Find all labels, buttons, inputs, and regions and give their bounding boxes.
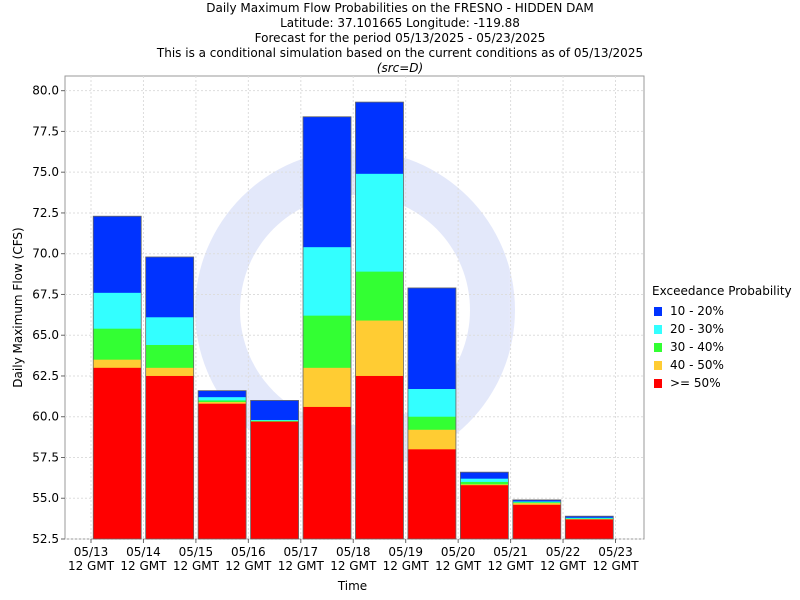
legend-item: >= 50% xyxy=(652,374,792,392)
y-tick-label: 67.5 xyxy=(32,287,59,301)
chart-title: Daily Maximum Flow Probabilities on the … xyxy=(206,1,594,15)
y-tick-label: 60.0 xyxy=(32,410,59,424)
bar-segment xyxy=(355,375,404,539)
x-tick-label-time: 12 GMT xyxy=(330,559,377,573)
legend-label: >= 50% xyxy=(670,376,721,390)
y-axis-label: Daily Maximum Flow (CFS) xyxy=(11,227,25,387)
chart-titles: Daily Maximum Flow Probabilities on the … xyxy=(0,0,800,76)
x-tick-label-date: 05/17 xyxy=(284,545,319,559)
bar-outline xyxy=(197,390,247,540)
x-tick-label-time: 12 GMT xyxy=(540,559,587,573)
legend-label: 40 - 50% xyxy=(670,358,724,372)
y-tick-label: 77.5 xyxy=(32,124,59,138)
x-tick-label-date: 05/16 xyxy=(231,545,266,559)
bar-segment xyxy=(512,504,561,539)
x-tick-label-time: 12 GMT xyxy=(383,559,430,573)
y-tick-label: 65.0 xyxy=(32,328,59,342)
x-tick-label-date: 05/21 xyxy=(493,545,528,559)
bar-outline xyxy=(512,499,562,540)
legend-label: 10 - 20% xyxy=(670,304,724,318)
x-tick-label-date: 05/14 xyxy=(126,545,161,559)
x-tick-label-time: 12 GMT xyxy=(68,559,115,573)
legend-swatch xyxy=(654,306,662,316)
x-tick-label-date: 05/20 xyxy=(441,545,476,559)
bar-outline xyxy=(355,101,404,540)
bar-outline xyxy=(564,515,614,540)
bar-outline xyxy=(407,287,457,540)
x-tick-label-date: 05/19 xyxy=(388,545,423,559)
legend-title: Exceedance Probability xyxy=(652,284,792,298)
legend-label: 20 - 30% xyxy=(670,322,724,336)
y-tick-label: 62.5 xyxy=(32,369,59,383)
bar-segment xyxy=(565,519,614,539)
x-tick-label-date: 05/13 xyxy=(74,545,109,559)
x-tick-label-time: 12 GMT xyxy=(120,559,167,573)
x-tick-label-time: 12 GMT xyxy=(435,559,482,573)
legend-swatch xyxy=(654,378,662,388)
y-tick-label: 57.5 xyxy=(32,450,59,464)
bar-segment xyxy=(145,375,194,539)
legend-item: 10 - 20% xyxy=(652,302,792,320)
bar-outline xyxy=(250,400,299,540)
y-tick-label: 75.0 xyxy=(32,165,59,179)
x-tick-label-date: 05/22 xyxy=(546,545,581,559)
bar-segment xyxy=(250,421,299,539)
legend: Exceedance Probability 10 - 20% 20 - 30% 3… xyxy=(652,284,792,392)
legend-item: 20 - 30% xyxy=(652,320,792,338)
legend-swatch xyxy=(654,360,662,370)
y-tick-label: 52.5 xyxy=(32,532,59,546)
bar-segment xyxy=(198,403,247,539)
x-tick-label-date: 05/15 xyxy=(179,545,214,559)
legend-label: 30 - 40% xyxy=(670,340,724,354)
y-tick-label: 80.0 xyxy=(32,84,59,98)
chart-subtitle-location: Latitude: 37.101665 Longitude: -119.88 xyxy=(280,16,520,30)
bar-outline xyxy=(92,215,142,540)
bar-outline xyxy=(459,471,509,540)
chart-source-note: (src=D) xyxy=(376,61,424,75)
legend-swatch xyxy=(654,342,662,352)
chart-subtitle-period: Forecast for the period 05/13/2025 - 05/… xyxy=(254,31,546,45)
x-tick-label-time: 12 GMT xyxy=(173,559,220,573)
bar-segment xyxy=(460,485,509,539)
x-tick-label-time: 12 GMT xyxy=(488,559,535,573)
bar-outline xyxy=(145,256,195,540)
y-tick-label: 70.0 xyxy=(32,247,59,261)
y-tick-label: 72.5 xyxy=(32,206,59,220)
legend-item: 30 - 40% xyxy=(652,338,792,356)
bar-segment xyxy=(407,449,456,539)
x-tick-label-date: 05/18 xyxy=(336,545,371,559)
y-tick-label: 55.0 xyxy=(32,491,59,505)
bar-segment xyxy=(93,367,142,539)
legend-item: 40 - 50% xyxy=(652,356,792,374)
x-axis-label: Time xyxy=(337,579,367,593)
bar-segment xyxy=(303,406,352,539)
x-tick-label-time: 12 GMT xyxy=(592,559,639,573)
chart-subtitle-conditions: This is a conditional simulation based o… xyxy=(156,46,644,60)
x-tick-label-time: 12 GMT xyxy=(278,559,325,573)
x-tick-label-time: 12 GMT xyxy=(225,559,272,573)
x-tick-label-date: 05/23 xyxy=(598,545,633,559)
legend-items: 10 - 20% 20 - 30% 30 - 40% 40 - 50% >= 50% xyxy=(652,302,792,392)
bar-outline xyxy=(302,116,352,540)
legend-swatch xyxy=(654,324,662,334)
